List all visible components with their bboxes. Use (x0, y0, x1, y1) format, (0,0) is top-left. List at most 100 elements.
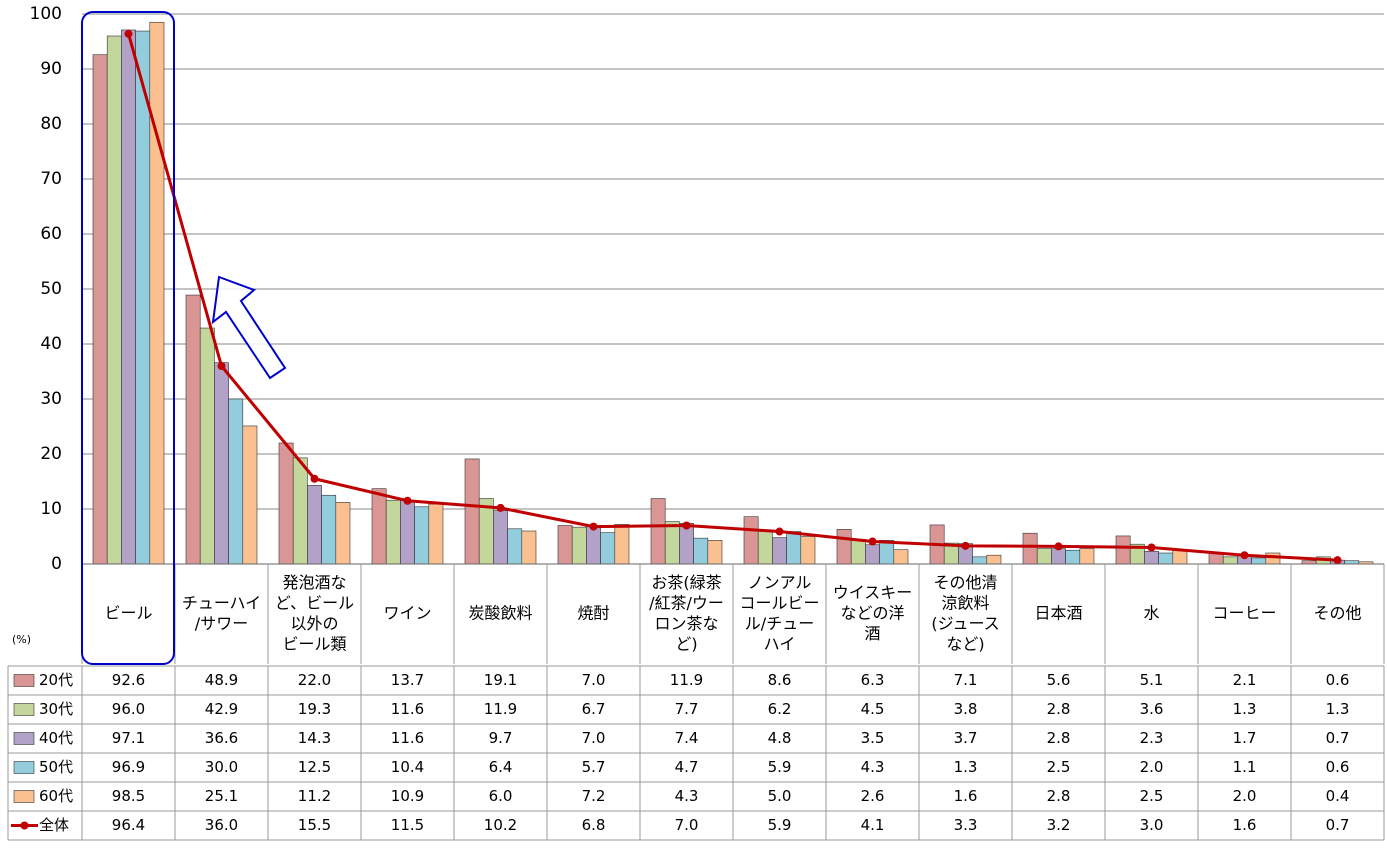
bar (414, 506, 430, 565)
bar (1144, 551, 1159, 565)
y-tick-label: 0 (51, 554, 62, 574)
total-series-point (1240, 551, 1249, 560)
category-label: など) (946, 634, 984, 653)
table-cell: 2.0 (1233, 787, 1257, 805)
category-label: /紅茶/ウー (649, 593, 724, 612)
bar (614, 524, 630, 565)
table-cell: 96.0 (112, 700, 145, 718)
table-cell: 5.6 (1047, 671, 1071, 689)
annotation-arrow (211, 275, 287, 380)
bar (493, 510, 508, 565)
legend-label: 全体 (39, 816, 69, 834)
table-cell: 15.5 (298, 816, 331, 834)
category-label: 炭酸飲料 (468, 604, 532, 623)
bar (865, 544, 880, 565)
category-label: ウイスキー (833, 583, 913, 602)
bar (772, 537, 787, 565)
bar (400, 499, 415, 565)
legend-key (13, 761, 35, 774)
table-cell: 4.7 (675, 758, 699, 776)
table-cell: 1.3 (954, 758, 978, 776)
table-cell: 5.9 (768, 758, 792, 776)
table-cell: 98.5 (112, 787, 145, 805)
bar (571, 526, 587, 565)
table-cell: 36.0 (205, 816, 238, 834)
category-label: 日本酒 (1034, 604, 1082, 623)
table-cell: 7.7 (675, 700, 699, 718)
bar (121, 29, 136, 565)
table-cell: 5.1 (1140, 671, 1164, 689)
bar (1115, 535, 1131, 565)
table-cell: 6.4 (489, 758, 513, 776)
table-cell: 25.1 (205, 787, 238, 805)
table-cell: 97.1 (112, 729, 145, 747)
table-cell: 8.6 (768, 671, 792, 689)
bar (428, 503, 444, 565)
table-cell: 4.3 (675, 787, 699, 805)
table-cell: 2.1 (1233, 671, 1257, 689)
total-series-point (961, 541, 970, 550)
table-cell: 30.0 (205, 758, 238, 776)
bar (149, 21, 165, 565)
table-cell: 9.7 (489, 729, 513, 747)
total-series-point (775, 527, 784, 536)
category-label: 以外の (290, 614, 338, 633)
table-cell: 14.3 (298, 729, 331, 747)
table-cell: 0.7 (1326, 729, 1350, 747)
table-cell: 0.4 (1326, 787, 1350, 805)
bar (321, 494, 337, 565)
bar (850, 538, 866, 565)
y-tick-label: 40 (40, 334, 62, 354)
table-cell: 6.7 (582, 700, 606, 718)
table-cell: 4.3 (861, 758, 885, 776)
y-tick-label: 80 (40, 114, 62, 134)
bar (135, 30, 151, 565)
category-label: コーヒー (1212, 604, 1276, 623)
bar (278, 442, 294, 565)
table-cell: 7.0 (582, 671, 606, 689)
bar (242, 425, 258, 565)
legend-label: 60代 (39, 787, 73, 805)
category-label: などの洋 (840, 604, 904, 623)
table-cell: 0.6 (1326, 758, 1350, 776)
table-cell: 11.6 (391, 729, 424, 747)
total-series-point (217, 362, 226, 370)
bar (693, 537, 709, 565)
bar (464, 458, 480, 565)
table-cell: 2.6 (861, 787, 885, 805)
category-label: ワイン (383, 604, 431, 623)
legend-key (13, 732, 35, 745)
table-cell: 0.6 (1326, 671, 1350, 689)
bar (521, 530, 537, 565)
legend-key (20, 821, 29, 830)
table-cell: 7.4 (675, 729, 699, 747)
bar (1172, 549, 1188, 565)
table-cell: 0.7 (1326, 816, 1350, 834)
table-cell: 3.2 (1047, 816, 1071, 834)
table-cell: 2.0 (1140, 758, 1164, 776)
bar (879, 540, 895, 565)
total-series-point (310, 474, 319, 483)
category-label: 酒 (864, 624, 880, 643)
bar (1022, 532, 1038, 565)
y-tick-label: 10 (40, 499, 62, 519)
bar (836, 529, 852, 565)
bar (307, 485, 322, 565)
category-label: ハイ (764, 634, 796, 653)
table-cell: 2.8 (1047, 729, 1071, 747)
y-tick-label: 70 (40, 169, 62, 189)
bar (800, 536, 816, 565)
y-tick-label: 60 (40, 224, 62, 244)
category-label: ノンアル (748, 573, 812, 592)
bar (586, 525, 601, 565)
table-cell: 96.9 (112, 758, 145, 776)
bar (743, 516, 759, 565)
category-label: /サワー (195, 614, 248, 633)
table-cell: 1.3 (1233, 700, 1257, 718)
total-series-line (127, 33, 1338, 562)
bar (786, 531, 802, 565)
bar (199, 327, 215, 565)
legend-key (13, 790, 35, 803)
table-cell: 1.7 (1233, 729, 1257, 747)
